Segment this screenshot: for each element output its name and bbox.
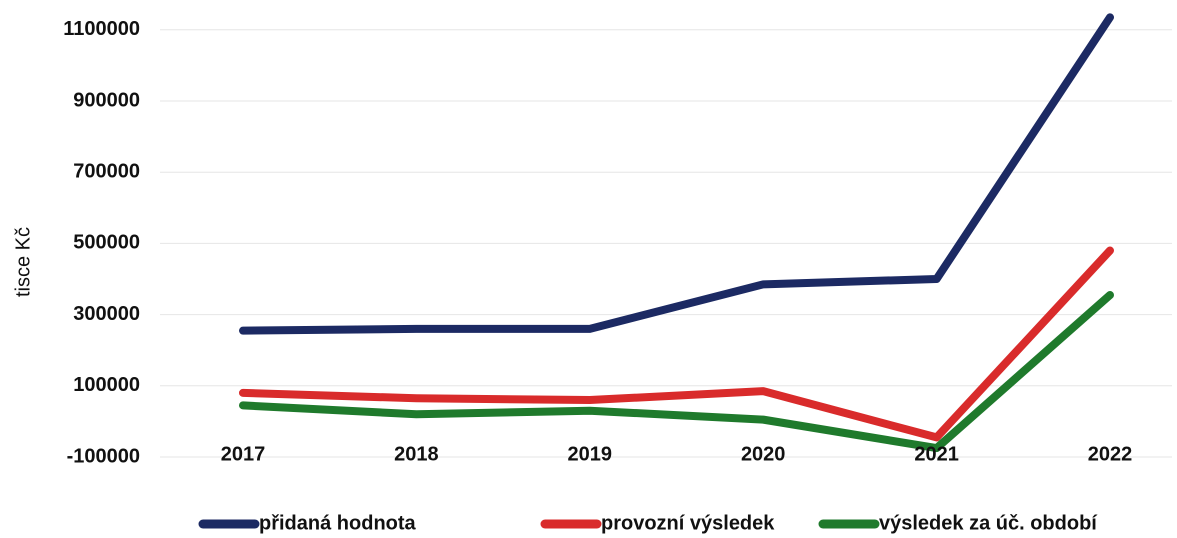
y-tick-label: 900000 (73, 89, 140, 111)
y-tick-label: 500000 (73, 232, 140, 254)
y-tick-label: 700000 (73, 160, 140, 182)
y-tick-label: 300000 (73, 303, 140, 325)
y-tick-label: 100000 (73, 374, 140, 396)
series-line (239, 291, 1114, 453)
y-tick-label: -100000 (67, 445, 140, 467)
series-line (239, 246, 1114, 442)
y-tick-label: 1100000 (63, 18, 140, 40)
x-tick-label: 2021 (914, 443, 959, 465)
series-line (239, 13, 1114, 335)
x-tick-label: 2020 (741, 443, 786, 465)
legend-label: přidaná hodnota (259, 512, 417, 534)
x-tick-label: 2017 (221, 443, 266, 465)
legend-label: výsledek za úč. období (879, 512, 1098, 534)
y-axis-label: tisce Kč (12, 227, 34, 297)
x-tick-label: 2018 (394, 443, 439, 465)
legend-label: provozní výsledek (601, 512, 775, 534)
x-tick-label: 2022 (1088, 443, 1133, 465)
x-tick-label: 2019 (568, 443, 613, 465)
